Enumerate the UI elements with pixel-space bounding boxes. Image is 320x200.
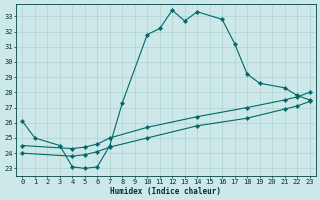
X-axis label: Humidex (Indice chaleur): Humidex (Indice chaleur)	[110, 187, 221, 196]
